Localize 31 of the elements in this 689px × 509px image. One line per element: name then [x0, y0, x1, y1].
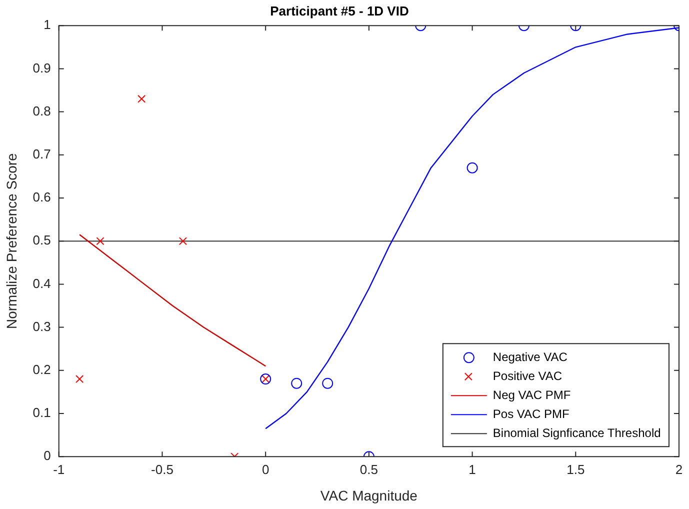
point: [76, 374, 84, 384]
legend-label: Negative VAC: [492, 350, 568, 364]
point: [291, 378, 302, 389]
y-tick-label: 0.1: [32, 405, 51, 420]
legend-label: Pos VAC PMF: [492, 406, 570, 421]
point: [96, 237, 104, 246]
legend-label: Positive VAC: [492, 368, 562, 383]
y-tick-label: 1: [44, 17, 51, 32]
y-tick-label: 0.2: [32, 362, 51, 377]
x-tick-label: 2: [675, 462, 683, 477]
y-tick-label: 0.3: [32, 318, 51, 334]
y-axis-title: Normalize Preference Score: [3, 152, 20, 330]
x-axis-title: VAC Magnitude: [320, 487, 418, 504]
x-tick-label: 1.5: [566, 462, 585, 477]
x-tick-label: 0.5: [360, 462, 378, 477]
y-tick-label: 0.6: [32, 190, 51, 205]
x-tick-label: -0.5: [151, 462, 174, 477]
y-tick-label: 0.5: [32, 232, 51, 248]
y-tick-label: 0: [44, 448, 51, 464]
y-tick-label: 0.8: [32, 103, 51, 118]
legend-label: Neg VAC PMF: [492, 388, 571, 402]
y-tick-label: 0.7: [32, 146, 51, 162]
chart-title: Participant #5 - 1D VID: [270, 3, 409, 18]
y-tick-label: 0.4: [32, 276, 51, 291]
x-tick-label: -1: [53, 462, 65, 477]
point: [178, 237, 187, 246]
point: [322, 378, 334, 389]
y-tick-label: 0.9: [32, 60, 51, 76]
x-tick-label: 0: [262, 462, 270, 477]
x-tick-label: 1: [468, 462, 476, 477]
legend-label: Binomial Signficance Threshold: [492, 426, 661, 440]
